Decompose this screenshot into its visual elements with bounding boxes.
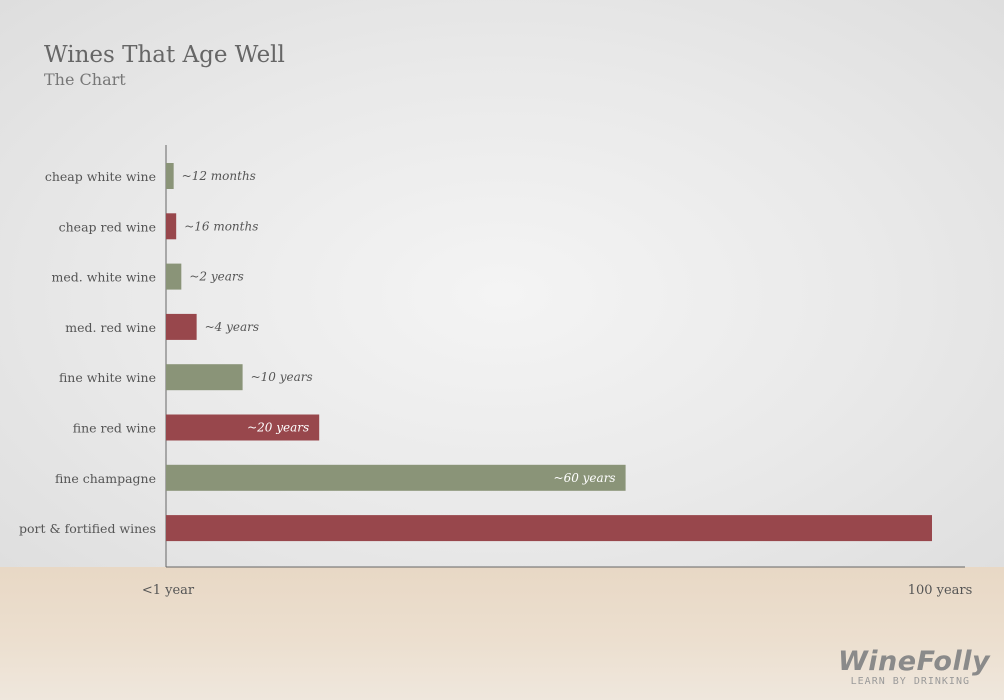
value-label: ~20 years — [247, 421, 309, 435]
bar — [166, 313, 197, 340]
value-label: ~4 years — [205, 320, 259, 334]
logo-wordmark: WineFolly — [838, 646, 991, 677]
x-tick-label: 100 years — [908, 583, 973, 598]
bar — [166, 213, 177, 240]
value-label: ~16 months — [184, 219, 258, 233]
floor-backdrop — [0, 567, 1004, 700]
bar — [166, 263, 182, 290]
category-label: fine champagne — [55, 471, 156, 486]
category-label: cheap white wine — [45, 169, 156, 184]
category-label: fine white wine — [59, 370, 156, 385]
value-label: ~10 years — [251, 370, 313, 384]
bar — [166, 414, 320, 441]
winefolly-logo: WineFolly LEARN BY DRINKING — [838, 646, 991, 688]
bar — [166, 163, 174, 189]
x-tick-label: <1 year — [142, 583, 195, 598]
value-label: ~2 years — [189, 270, 243, 284]
chart-title: Wines That Age Well — [44, 42, 285, 68]
chart-subtitle: The Chart — [44, 70, 126, 89]
value-label: ~12 months — [182, 169, 256, 183]
bar — [166, 515, 932, 542]
category-label: med. white wine — [52, 270, 157, 285]
bar — [166, 464, 626, 491]
category-label: port & fortified wines — [19, 521, 156, 536]
category-label: cheap red wine — [59, 219, 156, 234]
aging-bar-chart: <1 year 100 years cheap white wine ~12 mont… — [19, 145, 973, 598]
category-label: med. red wine — [65, 320, 156, 335]
value-label: ~60 years — [554, 471, 616, 485]
logo-tagline: LEARN BY DRINKING — [850, 676, 970, 687]
bar — [166, 364, 243, 391]
category-label: fine red wine — [73, 421, 156, 436]
